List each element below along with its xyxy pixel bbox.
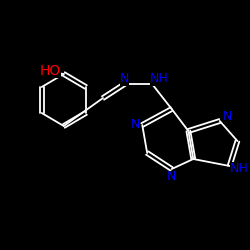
Text: N: N <box>167 170 176 183</box>
Text: N: N <box>120 72 129 86</box>
Text: HO: HO <box>40 64 61 78</box>
Text: N: N <box>131 118 140 132</box>
Text: NH: NH <box>230 162 249 174</box>
Text: NH: NH <box>150 72 168 86</box>
Text: N: N <box>223 110 232 124</box>
